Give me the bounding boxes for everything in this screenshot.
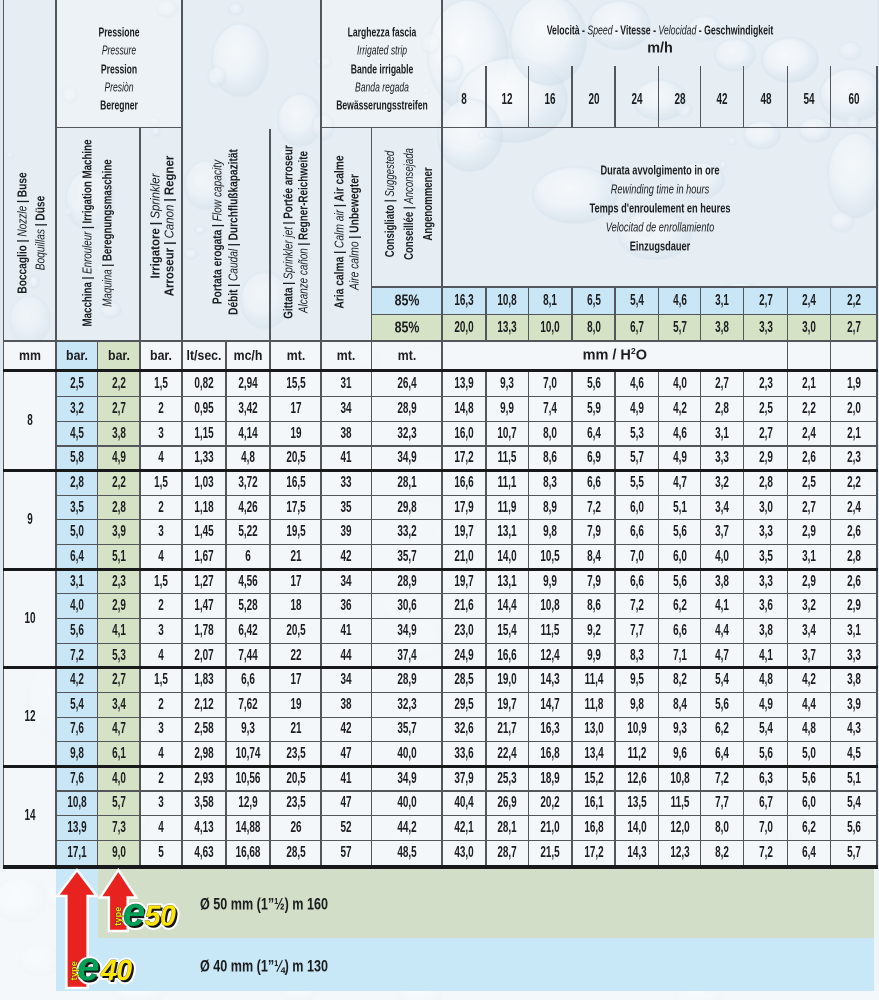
- svg-text:50: 50: [145, 900, 176, 932]
- svg-text:50: 50: [147, 902, 178, 934]
- svg-text:40: 40: [102, 957, 134, 989]
- svg-text:40: 40: [100, 955, 132, 987]
- svg-text:e: e: [123, 890, 145, 934]
- svg-text:e: e: [79, 947, 101, 991]
- svg-text:40: 40: [100, 955, 132, 987]
- svg-text:50: 50: [145, 900, 176, 932]
- svg-text:e: e: [125, 892, 147, 936]
- svg-text:type: type: [113, 906, 123, 925]
- svg-text:50: 50: [147, 902, 178, 934]
- svg-text:type: type: [69, 961, 79, 980]
- svg-text:e: e: [79, 947, 101, 991]
- svg-text:40: 40: [102, 957, 134, 989]
- svg-text:e: e: [77, 945, 99, 989]
- svg-text:e: e: [123, 890, 145, 934]
- svg-text:e: e: [125, 892, 147, 936]
- svg-text:e: e: [77, 945, 99, 989]
